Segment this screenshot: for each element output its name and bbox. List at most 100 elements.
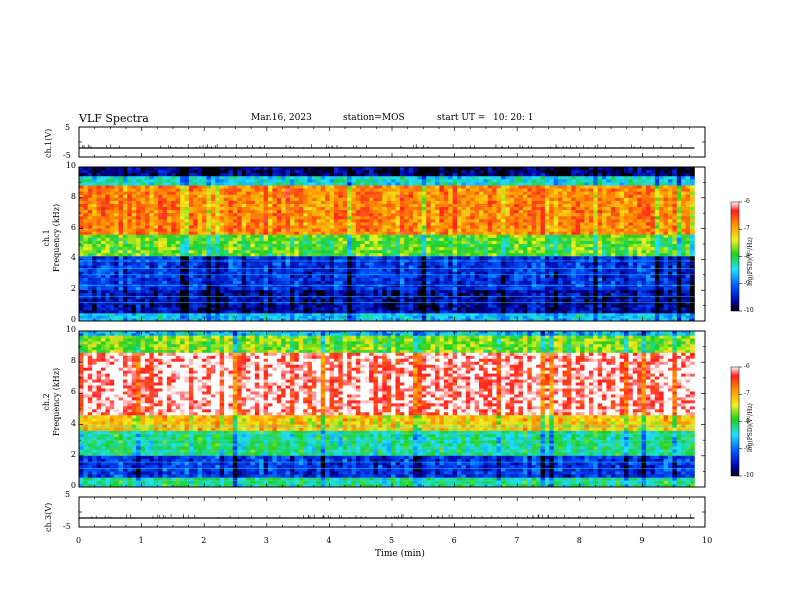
heatmap-cell [580,256,585,260]
heatmap-cell [610,247,616,251]
heatmap-cell [100,274,106,279]
heatmap-cell [505,228,511,233]
heatmap-cell [149,250,155,254]
heatmap-cell [474,244,480,248]
heatmap-cell [558,231,563,236]
heatmap-cell [333,200,339,205]
heatmap-cell [175,200,181,205]
heatmap-cell [202,244,207,248]
heatmap-cell [206,179,212,183]
heatmap-cell [158,253,163,257]
heatmap-cell [628,268,634,273]
heatmap-cell [615,225,621,229]
heatmap-cell [465,244,471,248]
heatmap-cell [311,170,317,174]
heatmap-cell [92,262,97,266]
heatmap-cell [672,182,678,186]
heatmap-cell [254,191,260,196]
heatmap-cell [417,197,423,202]
heatmap-cell [298,182,304,186]
heatmap-cell [518,194,524,199]
heatmap-cell [553,203,559,208]
heatmap-cell [588,216,594,220]
heatmap-cell [342,200,348,205]
heatmap-cell [136,185,141,189]
heatmap-cell [193,170,199,174]
heatmap-cell [114,182,119,186]
heatmap-cell [505,265,511,270]
heatmap-cell [351,197,357,202]
heatmap-cell [131,194,137,199]
heatmap-cell [478,188,484,193]
heatmap-cell [659,250,664,254]
heatmap-cell [171,265,177,270]
heatmap-cell [263,210,269,214]
heatmap-cell [215,188,221,193]
heatmap-cell [637,200,643,205]
heatmap-cell [391,225,396,229]
heatmap-cell [597,222,603,226]
heatmap-cell [351,173,357,177]
heatmap-cell [549,219,555,223]
heatmap-cell [127,203,133,208]
heatmap-cell [514,222,519,226]
heatmap-cell [298,203,304,208]
heatmap-cell [193,234,199,239]
heatmap-cell [588,185,594,189]
heatmap-cell [540,191,546,196]
heatmap-cell [325,207,330,211]
heatmap-cell [127,179,133,183]
heatmap-cell [131,216,137,220]
heatmap-cell [544,194,550,199]
heatmap-cell [522,225,528,229]
heatmap-cell [188,222,194,226]
heatmap-cell [158,250,163,254]
heatmap-cell [452,262,458,266]
heatmap-cell [588,203,594,208]
heatmap-cell [527,262,533,266]
heatmap-cell [417,234,423,239]
heatmap-cell [109,210,115,214]
heatmap-cell [549,247,555,251]
heatmap-cell [575,203,581,208]
heatmap-cell [285,188,291,193]
heatmap-cell [632,191,638,196]
heatmap-cell [602,173,607,177]
heatmap-cell [118,167,124,171]
heatmap-cell [246,203,251,208]
heatmap-cell [676,170,682,174]
heatmap-cell [175,203,181,208]
heatmap-cell [83,244,89,248]
heatmap-cell [360,222,366,226]
heatmap-cell [197,247,203,251]
heatmap-cell [100,176,106,180]
heatmap-cell [175,210,181,214]
heatmap-cell [215,256,221,260]
heatmap-cell [175,182,181,186]
heatmap-cell [118,194,124,199]
heatmap-cell [659,247,664,251]
heatmap-cell [144,185,150,189]
heatmap-cell [580,182,585,186]
heatmap-cell [246,207,251,211]
heatmap-cell [114,237,119,242]
heatmap-cell [615,265,621,270]
heatmap-cell [417,253,423,257]
heatmap-cell [237,203,243,208]
heatmap-cell [580,222,585,226]
heatmap-cell [140,228,146,233]
heatmap-cell [180,216,185,220]
heatmap-cell [122,176,128,180]
heatmap-cell [566,191,572,196]
heatmap-cell [606,268,612,273]
heatmap-cell [597,176,603,180]
heatmap-cell [351,231,357,236]
heatmap-cell [237,231,243,236]
heatmap-cell [87,225,93,229]
heatmap-cell [246,197,251,202]
heatmap-cell [509,207,515,211]
heatmap-cell [171,228,177,233]
heatmap-cell [571,268,577,273]
heatmap-cell [228,207,234,211]
heatmap-cell [549,213,555,217]
